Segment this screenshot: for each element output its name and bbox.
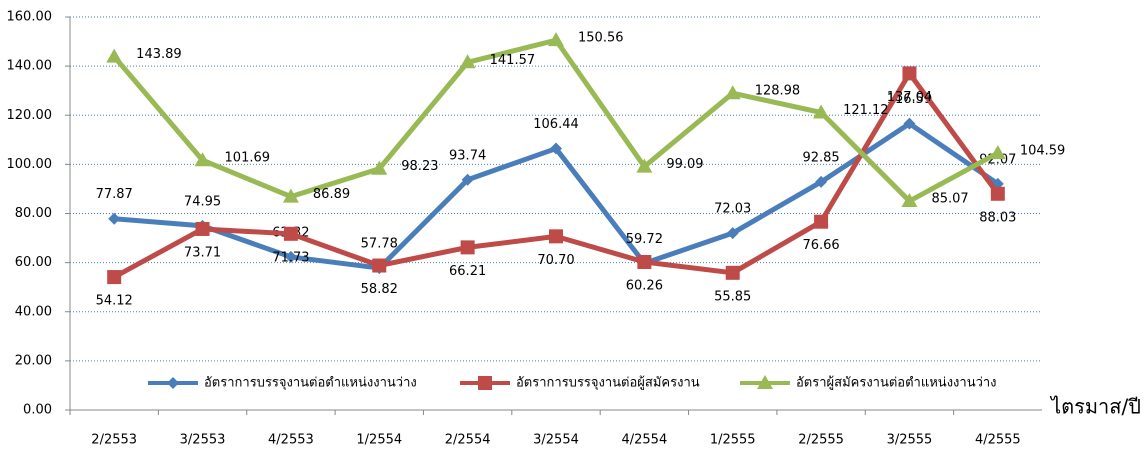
- data-label: 104.59: [1020, 144, 1065, 159]
- marker: [548, 32, 564, 47]
- x-tick-label: 4/2553: [268, 433, 314, 448]
- data-label: 128.98: [755, 84, 801, 99]
- data-label: 92.85: [802, 150, 839, 165]
- marker: [284, 250, 297, 263]
- data-label: 58.82: [361, 282, 398, 297]
- y-tick-label: 20.00: [15, 353, 52, 368]
- y-tick-label: 60.00: [15, 255, 52, 270]
- y-tick-label: 160.00: [7, 10, 53, 25]
- data-label: 66.21: [449, 264, 486, 279]
- marker: [371, 160, 388, 175]
- marker: [757, 375, 773, 389]
- marker: [813, 104, 830, 119]
- legend-label: อัตราการบรรจุงานต่อตำแหน่งงานว่าง: [204, 376, 417, 391]
- marker: [989, 145, 1006, 160]
- data-label: 121.12: [843, 103, 889, 118]
- marker: [372, 258, 387, 273]
- x-tick-label: 2/2553: [91, 433, 137, 448]
- marker: [637, 254, 652, 269]
- x-tick-label: 3/2554: [533, 433, 579, 448]
- x-tick-label: 4/2554: [621, 433, 667, 448]
- marker: [106, 48, 123, 63]
- data-label: 101.69: [225, 151, 271, 166]
- marker: [724, 85, 741, 100]
- x-tick-label: 2/2555: [798, 433, 844, 448]
- y-tick-label: 40.00: [15, 304, 52, 319]
- x-tick-label: 2/2554: [445, 433, 491, 448]
- y-tick-label: 100.00: [7, 157, 53, 172]
- data-label: 77.87: [96, 187, 133, 202]
- y-tick-label: 120.00: [7, 108, 53, 123]
- data-label: 106.44: [533, 117, 579, 132]
- marker: [194, 152, 211, 167]
- marker: [108, 212, 121, 225]
- marker: [726, 227, 739, 240]
- data-label: 70.70: [537, 253, 574, 268]
- marker: [815, 175, 828, 188]
- data-label: 55.85: [714, 289, 751, 304]
- x-axis-label: ไตรมาส/ปี: [1049, 395, 1141, 419]
- data-label: 59.72: [626, 232, 663, 247]
- data-label: 150.56: [578, 31, 624, 46]
- marker: [107, 270, 122, 285]
- legend-label: อัตราผู้สมัครงานต่อตำแหน่งงานว่าง: [796, 376, 997, 391]
- y-tick-label: 140.00: [7, 59, 53, 74]
- marker: [282, 188, 299, 203]
- marker: [725, 265, 740, 280]
- marker: [461, 173, 474, 186]
- data-label: 99.09: [666, 157, 703, 172]
- marker: [903, 117, 916, 130]
- marker: [195, 221, 210, 236]
- x-tick-label: 3/2555: [887, 433, 933, 448]
- data-label: 76.66: [802, 238, 839, 253]
- marker: [167, 377, 179, 389]
- x-tick-label: 1/2554: [356, 433, 402, 448]
- data-label: 74.95: [184, 194, 221, 209]
- data-label: 57.78: [361, 237, 398, 252]
- data-label: 73.71: [184, 245, 221, 260]
- data-label: 141.57: [490, 53, 536, 68]
- marker: [990, 186, 1005, 201]
- data-label: 137.04: [887, 90, 933, 105]
- marker: [459, 54, 476, 69]
- marker: [549, 229, 563, 244]
- data-label: 88.03: [979, 210, 1016, 225]
- x-tick-label: 4/2555: [975, 433, 1021, 448]
- data-label: 60.26: [626, 278, 663, 293]
- y-tick-label: 0.00: [23, 403, 52, 418]
- data-label: 54.12: [96, 294, 133, 309]
- marker: [460, 240, 475, 255]
- y-tick-label: 80.00: [15, 206, 52, 221]
- data-label: 93.74: [449, 148, 486, 163]
- x-tick-label: 3/2553: [180, 433, 226, 448]
- marker: [478, 376, 492, 390]
- marker: [814, 214, 829, 229]
- data-label: 85.07: [931, 192, 968, 207]
- marker: [550, 142, 562, 155]
- data-label: 71.73: [272, 250, 309, 265]
- marker: [902, 66, 917, 81]
- data-label: 86.89: [313, 187, 350, 202]
- marker: [636, 158, 653, 173]
- legend-label: อัตราการบรรจุงานต่อผู้สมัครงาน: [516, 376, 700, 391]
- marker: [283, 226, 298, 241]
- data-label: 72.03: [714, 202, 751, 217]
- x-tick-label: 1/2555: [710, 433, 756, 448]
- data-label: 98.23: [401, 159, 438, 174]
- data-label: 143.89: [136, 47, 182, 62]
- marker: [901, 193, 918, 208]
